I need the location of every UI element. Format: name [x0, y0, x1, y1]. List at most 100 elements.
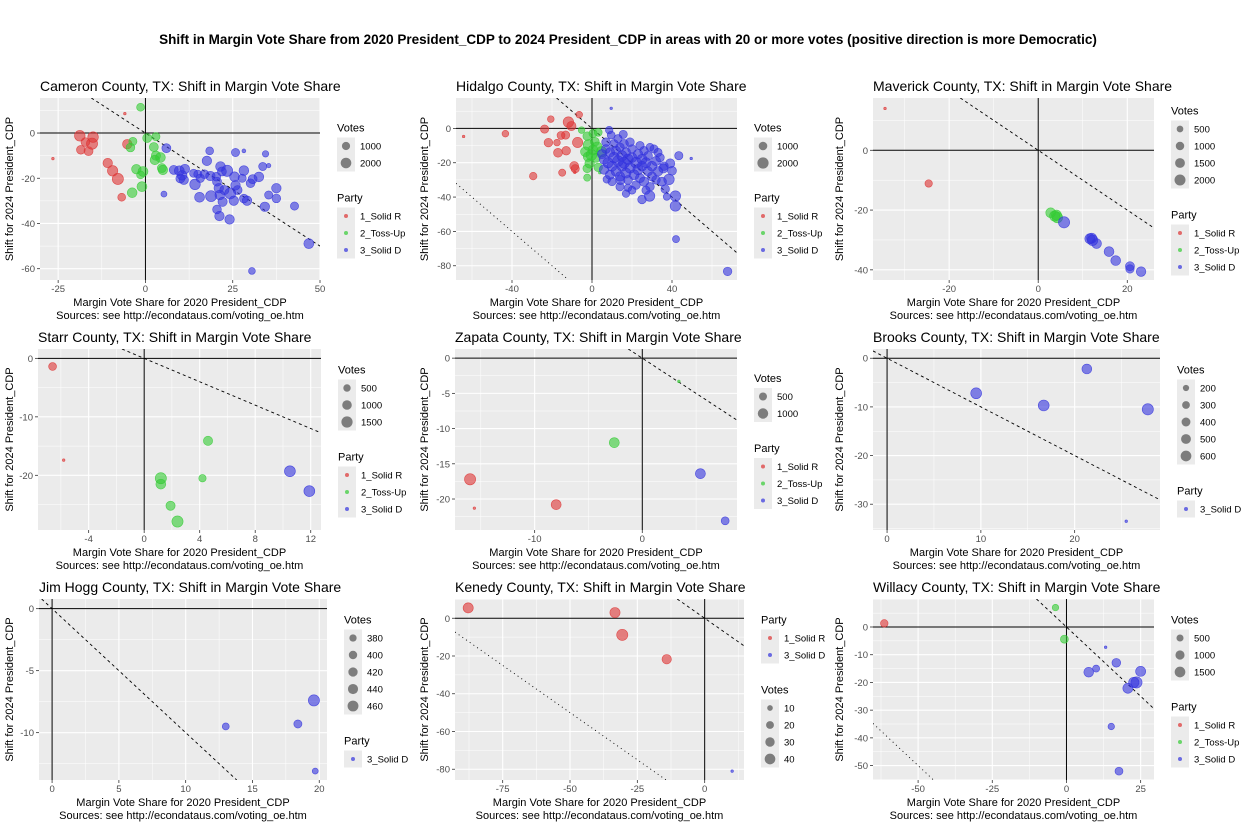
data-point	[151, 132, 161, 142]
panel-title: Zapata County, TX: Shift in Margin Vote …	[455, 329, 742, 345]
data-point	[217, 196, 228, 207]
y-tick-label: -10	[19, 412, 33, 423]
plot-area	[455, 349, 737, 530]
data-point	[258, 162, 268, 171]
data-point	[189, 168, 199, 178]
data-point	[264, 190, 274, 200]
data-point	[219, 185, 230, 195]
x-axis-label: Margin Vote Share for 2020 President_CDP	[489, 547, 702, 559]
x-axis-label: Margin Vote Share for 2020 President_CDP	[907, 297, 1120, 309]
data-point	[303, 238, 315, 249]
legend-label: 3_Solid D	[1200, 505, 1241, 516]
data-point	[657, 176, 667, 187]
legend-size-marker	[348, 650, 358, 660]
y-tick-label: -50	[854, 761, 868, 772]
y-tick-label: -80	[436, 765, 450, 776]
legend-label: 1_Solid R	[777, 212, 818, 223]
data-point	[1135, 666, 1146, 677]
data-point	[529, 172, 538, 181]
panel-9: Willacy County, TX: Shift in Margin Vote…	[834, 579, 1239, 822]
data-point	[1130, 676, 1143, 689]
y-tick-label: -40	[854, 733, 868, 744]
data-point	[62, 458, 66, 462]
data-point	[1107, 722, 1115, 731]
x-tick-label: 20	[1122, 284, 1133, 295]
legend-label: 1_Solid R	[784, 634, 825, 645]
legend-label: 3_Solid D	[777, 496, 818, 507]
y-tick-label: -20	[854, 206, 868, 217]
legend-size-marker	[1182, 384, 1190, 392]
legend-label: 200	[1200, 384, 1216, 395]
legend-label: 500	[1194, 634, 1210, 645]
data-point	[615, 182, 625, 192]
x-tick-label: 5	[116, 784, 121, 795]
caption-sources: Sources: see http://econdataus.com/votin…	[56, 560, 304, 572]
legend-party: Party 3_Solid D	[344, 736, 408, 768]
legend-color-marker	[1178, 265, 1182, 269]
y-tick-label: -10	[436, 424, 450, 435]
panel-2: Hidalgo County, TX: Shift in Margin Vote…	[419, 78, 822, 322]
panel-title: Cameron County, TX: Shift in Margin Vote…	[40, 78, 341, 94]
legend-title: Party	[754, 193, 780, 205]
legend-label: 1000	[777, 142, 798, 153]
data-point	[284, 465, 296, 477]
dotted-reference-line	[873, 723, 934, 780]
data-point	[553, 148, 563, 158]
legend-size-marker	[1174, 174, 1186, 186]
data-point	[123, 111, 127, 116]
data-point	[1092, 664, 1100, 673]
data-point	[566, 121, 577, 131]
plot-area	[39, 599, 327, 780]
legend-votes: Votes 10 20 30 40	[761, 685, 795, 768]
data-point	[178, 174, 189, 185]
legend-label: 2000	[360, 159, 381, 170]
legend-label: 2000	[1194, 176, 1215, 187]
figure-title: Shift in Margin Vote Share from 2020 Pre…	[159, 32, 1097, 47]
data-point	[462, 602, 474, 614]
data-point	[609, 607, 621, 618]
y-tick-label: -20	[21, 174, 35, 185]
data-point	[730, 769, 734, 773]
data-point	[157, 163, 167, 173]
x-axis-label: Margin Vote Share for 2020 President_CDP	[73, 297, 286, 309]
y-tick-label: -20	[436, 651, 450, 662]
y-tick-label: 0	[863, 354, 868, 365]
data-point	[83, 146, 94, 156]
x-tick-label: 20	[1069, 534, 1080, 545]
legend-size-marker	[764, 753, 776, 765]
data-point	[229, 171, 240, 182]
data-point	[76, 145, 86, 155]
caption-sources: Sources: see http://econdataus.com/votin…	[472, 560, 720, 572]
data-point	[271, 183, 282, 194]
data-point	[1083, 666, 1094, 678]
legend-color-marker	[761, 464, 765, 469]
data-point	[593, 128, 603, 137]
y-tick-label: -10	[20, 728, 34, 739]
data-point	[48, 362, 57, 371]
y-axis-label: Shift for 2024 President_CDP	[419, 367, 431, 511]
x-tick-label: 40	[667, 284, 678, 295]
legend-label: 300	[1200, 401, 1216, 412]
data-point	[160, 190, 168, 198]
y-tick-label: -40	[436, 689, 450, 700]
data-point	[609, 106, 613, 110]
data-point	[262, 150, 270, 158]
legend-party: Party 1_Solid R 2_Toss-Up 3_Solid D	[337, 193, 405, 259]
data-point	[1111, 658, 1122, 668]
caption-sources: Sources: see http://econdataus.com/votin…	[890, 310, 1138, 322]
data-point	[1110, 255, 1121, 266]
data-point	[880, 619, 889, 628]
data-point	[125, 142, 136, 153]
plot-background	[873, 599, 1154, 780]
legend-label: 1000	[361, 401, 382, 412]
x-tick-label: 0	[640, 534, 645, 545]
legend-label: 1500	[1194, 159, 1215, 170]
legend-color-marker	[345, 473, 349, 477]
data-point	[214, 210, 225, 222]
legend-title: Votes	[338, 365, 366, 377]
data-point	[155, 478, 167, 490]
data-point	[573, 170, 577, 174]
legend-size-marker	[1176, 634, 1184, 642]
legend-party: Party 1_Solid R 2_Toss-Up 3_Solid D	[1171, 702, 1239, 768]
data-point	[577, 126, 586, 134]
